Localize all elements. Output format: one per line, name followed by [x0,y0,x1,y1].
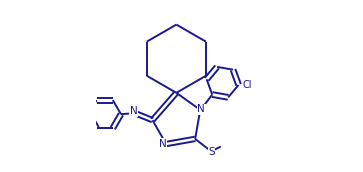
Text: N: N [159,139,167,149]
Text: N: N [197,104,205,114]
Text: N: N [130,106,138,116]
Text: Cl: Cl [243,80,252,90]
Text: S: S [208,147,215,157]
